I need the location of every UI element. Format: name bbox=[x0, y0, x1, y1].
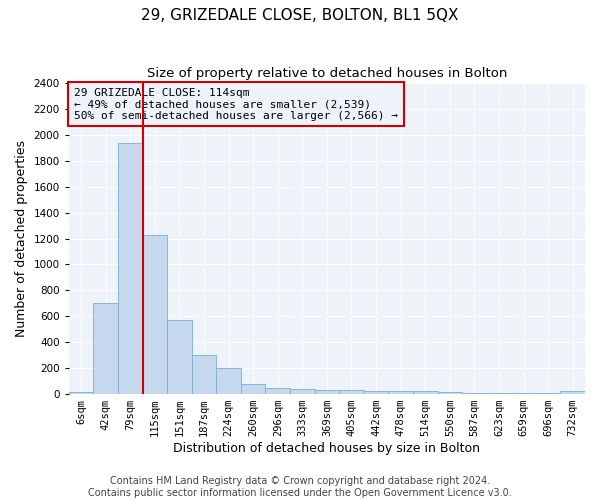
Bar bbox=[143, 234, 167, 394]
Bar bbox=[241, 384, 265, 394]
Bar bbox=[339, 390, 364, 394]
Bar bbox=[217, 368, 241, 394]
Bar bbox=[94, 304, 118, 394]
Bar bbox=[314, 390, 339, 394]
Bar bbox=[560, 392, 585, 394]
Bar bbox=[192, 354, 217, 394]
Bar bbox=[69, 392, 94, 394]
Text: Contains HM Land Registry data © Crown copyright and database right 2024.
Contai: Contains HM Land Registry data © Crown c… bbox=[88, 476, 512, 498]
Y-axis label: Number of detached properties: Number of detached properties bbox=[15, 140, 28, 337]
Bar bbox=[413, 392, 437, 394]
Bar bbox=[388, 392, 413, 394]
Text: 29 GRIZEDALE CLOSE: 114sqm
← 49% of detached houses are smaller (2,539)
50% of s: 29 GRIZEDALE CLOSE: 114sqm ← 49% of deta… bbox=[74, 88, 398, 121]
Bar bbox=[364, 391, 388, 394]
Bar bbox=[437, 392, 462, 394]
Title: Size of property relative to detached houses in Bolton: Size of property relative to detached ho… bbox=[147, 68, 507, 80]
Bar bbox=[118, 142, 143, 394]
Bar bbox=[167, 320, 192, 394]
X-axis label: Distribution of detached houses by size in Bolton: Distribution of detached houses by size … bbox=[173, 442, 481, 455]
Text: 29, GRIZEDALE CLOSE, BOLTON, BL1 5QX: 29, GRIZEDALE CLOSE, BOLTON, BL1 5QX bbox=[141, 8, 459, 22]
Bar bbox=[290, 389, 314, 394]
Bar bbox=[265, 388, 290, 394]
